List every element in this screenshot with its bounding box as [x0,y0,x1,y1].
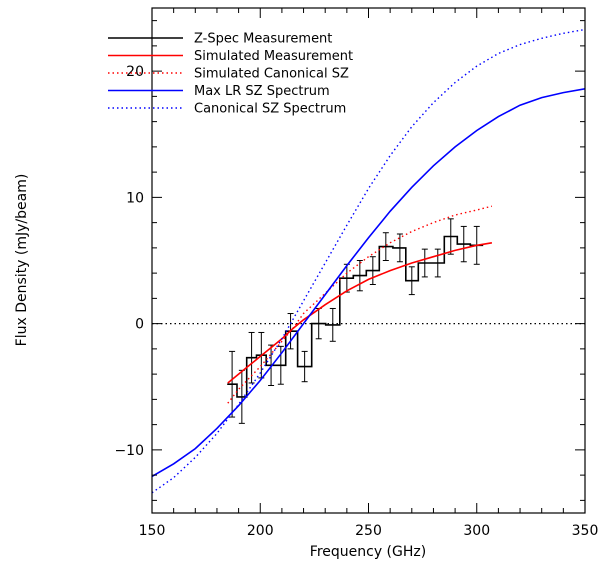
x-tick-label: 350 [572,523,599,539]
x-tick-label: 300 [463,523,490,539]
legend-label: Canonical SZ Spectrum [194,102,346,117]
error-bar [329,307,336,342]
axes: 150 200 250 300 350 −10 0 10 20 [114,7,599,539]
error-bar [356,260,363,292]
y-tick-label: −10 [114,443,144,459]
plot-marks [152,28,585,494]
legend-label: Max LR SZ Spectrum [194,84,330,99]
y-tick-label: 10 [126,190,144,206]
error-bar [421,248,428,278]
x-tick-label: 150 [139,523,166,539]
error-bar [301,350,308,383]
series-simulated-canonical-sz-line [227,205,493,404]
error-bar [460,225,467,263]
error-bar [229,350,236,418]
legend-label: Simulated Canonical SZ [194,67,349,82]
error-bar [277,345,284,385]
legend-entry: Canonical SZ Spectrum [108,102,346,117]
error-bar [369,256,376,285]
y-tick-label: 0 [135,317,144,333]
y-tick-label: 20 [126,64,144,80]
error-bar [248,331,255,384]
x-tick-label: 250 [355,523,382,539]
y-axis-label: Flux Density (mJy/beam) [14,174,30,347]
legend-label: Z-Spec Measurement [194,32,332,47]
error-bar [396,233,403,263]
error-bar [447,218,454,255]
legend-entry: Z-Spec Measurement [108,32,332,47]
series-max-lr-sz-spectrum-line [152,88,585,478]
series-canonical-sz-spectrum-line [152,28,585,494]
error-bar [408,266,415,296]
legend-entry: Simulated Measurement [108,49,353,64]
legend-entry: Max LR SZ Spectrum [108,84,330,99]
legend: Z-Spec Measurement Simulated Measurement S… [108,32,353,117]
legend-entry: Simulated Canonical SZ [108,67,349,82]
error-bar [434,248,441,278]
x-tick-label: 200 [247,523,274,539]
series-simulated-measurement-line [227,242,493,384]
x-axis-label: Frequency (GHz) [310,544,426,560]
error-bar [382,232,389,261]
legend-label: Simulated Measurement [194,49,353,64]
